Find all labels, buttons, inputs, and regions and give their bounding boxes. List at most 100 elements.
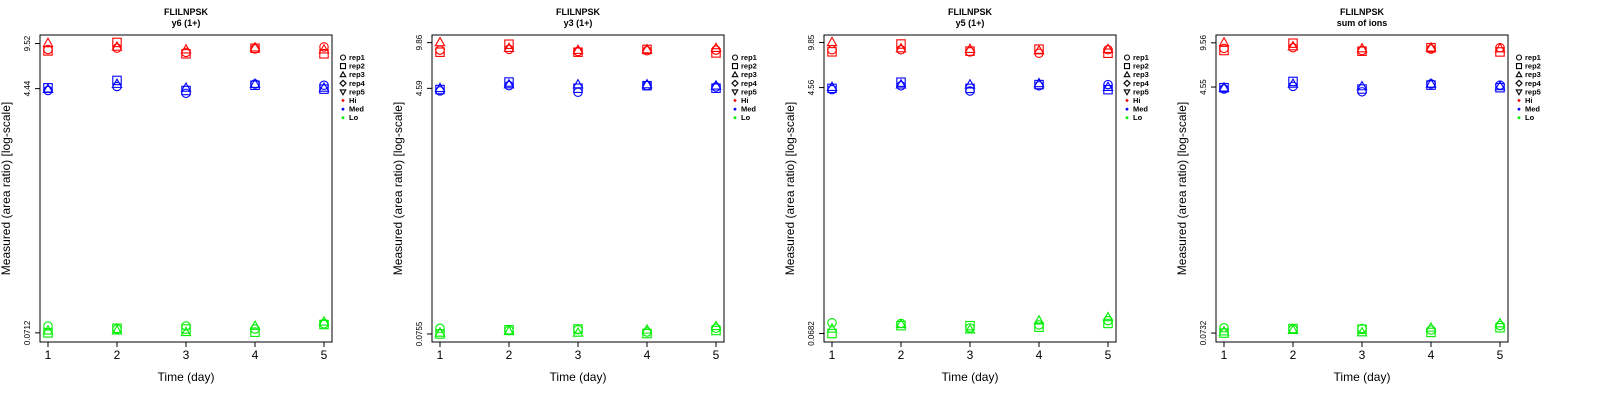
legend-label: rep4 — [741, 79, 758, 88]
data-point — [504, 39, 514, 49]
data-point — [895, 42, 907, 53]
data-point — [1033, 77, 1045, 88]
legend-label: Hi — [349, 96, 357, 105]
data-point — [180, 43, 192, 54]
legend-label: rep5 — [1525, 87, 1541, 96]
x-tick-label: 1 — [45, 348, 52, 362]
data-point — [250, 327, 260, 337]
data-point — [1219, 328, 1229, 338]
data-point — [964, 323, 976, 334]
data-point — [180, 326, 192, 337]
data-point — [42, 37, 54, 47]
data-point — [1425, 41, 1437, 52]
data-point — [250, 43, 260, 53]
data-point — [111, 40, 123, 51]
x-tick-label: 3 — [183, 348, 190, 362]
y-axis-label: Measured (area ratio) [log-scale] — [0, 102, 13, 275]
x-tick-label: 5 — [321, 348, 328, 362]
data-point — [964, 78, 976, 89]
y-tick-label: 9.85 — [807, 34, 816, 50]
data-point — [1034, 322, 1044, 332]
y-tick-label: 4.56 — [807, 79, 816, 95]
chart-subtitle: sum of ions — [1337, 18, 1388, 28]
data-point — [503, 42, 515, 52]
y-tick-label: 0.0712 — [23, 320, 32, 345]
x-axis-label: Time (day) — [942, 370, 999, 384]
data-point — [1103, 79, 1113, 90]
data-point — [1103, 48, 1113, 58]
y-tick-label: 9.56 — [1199, 34, 1208, 50]
y-axis-label: Measured (area ratio) [log-scale] — [1175, 102, 1189, 275]
data-point — [1356, 42, 1368, 53]
legend-label: rep1 — [741, 53, 757, 62]
data-point — [1426, 80, 1436, 90]
data-point — [1356, 326, 1368, 337]
y-tick-label: 4.44 — [23, 80, 32, 96]
legend-label: rep1 — [1133, 53, 1149, 62]
x-tick-label: 2 — [1290, 348, 1297, 362]
data-point — [1425, 321, 1437, 332]
x-tick-label: 3 — [575, 348, 582, 362]
legend-label: rep1 — [349, 53, 365, 62]
data-point — [435, 47, 445, 57]
y-tick-label: 4.59 — [415, 80, 424, 96]
chart-title: FLILNPSK — [556, 7, 600, 17]
legend-label: rep4 — [349, 79, 366, 88]
legend-label: rep1 — [1525, 53, 1541, 62]
data-point — [319, 84, 329, 94]
data-point — [895, 78, 907, 89]
data-point — [1287, 40, 1299, 51]
data-point — [1426, 327, 1436, 338]
legend-symbol — [733, 116, 737, 120]
data-point — [319, 42, 329, 52]
legend-label: Hi — [1525, 96, 1533, 105]
data-point — [1288, 76, 1298, 87]
data-point — [711, 325, 721, 336]
data-point — [711, 45, 721, 55]
data-point — [434, 36, 446, 47]
data-point — [435, 329, 445, 339]
data-point — [1494, 80, 1506, 91]
data-point — [1033, 314, 1045, 325]
data-point — [112, 43, 122, 53]
data-point — [1102, 81, 1114, 91]
data-point — [181, 88, 191, 99]
data-point — [504, 44, 514, 55]
chart-title: FLILNPSK — [1340, 7, 1384, 17]
x-axis-label: Time (day) — [1334, 370, 1391, 384]
chart-subtitle: y3 (1+) — [564, 18, 593, 28]
data-point — [1357, 324, 1367, 335]
data-point — [181, 49, 191, 59]
legend-label: Med — [349, 105, 364, 114]
legend-label: rep3 — [349, 70, 365, 79]
data-point — [826, 322, 838, 333]
data-point — [1287, 324, 1299, 334]
x-tick-label: 1 — [1221, 348, 1228, 362]
legend-symbol — [731, 79, 739, 88]
data-point — [826, 36, 838, 47]
legend-label: rep5 — [741, 87, 757, 96]
data-point — [1425, 77, 1437, 88]
legend-symbol — [1123, 63, 1131, 70]
data-point — [434, 326, 446, 337]
legend-symbol — [339, 63, 347, 70]
legend-symbol — [341, 116, 345, 120]
x-tick-label: 5 — [713, 348, 720, 362]
data-point — [112, 75, 122, 86]
x-tick-label: 4 — [1428, 348, 1435, 362]
y-axis-label: Measured (area ratio) [log-scale] — [783, 102, 797, 275]
legend-symbol — [1515, 70, 1523, 78]
data-point — [1102, 311, 1114, 322]
data-point — [435, 45, 445, 55]
data-point — [896, 77, 906, 87]
data-point — [318, 81, 330, 92]
legend-symbol — [1123, 54, 1131, 61]
data-point — [573, 324, 583, 334]
legend-label: Lo — [1133, 113, 1143, 122]
legend-label: rep5 — [349, 87, 365, 96]
data-point — [711, 48, 721, 58]
chart-title: FLILNPSK — [164, 7, 208, 17]
